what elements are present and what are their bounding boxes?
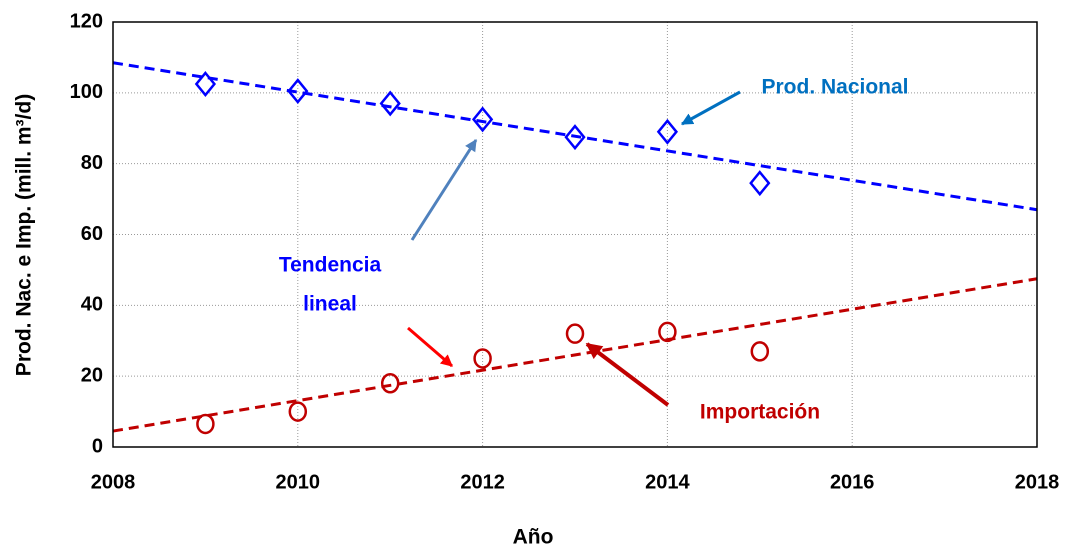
x-tick-label: 2018 [1015,471,1060,493]
point [287,78,309,105]
point [196,413,215,435]
point [750,341,770,362]
arrow [680,90,741,126]
x-tick-label: 2016 [830,471,875,493]
plot-frame [112,21,1038,448]
arrow [410,138,478,241]
x-axis-label: Año [513,526,554,549]
point [288,401,308,422]
arrow [585,342,670,407]
trend-line [112,277,1038,433]
y-axis-label: Prod. Nac. e Imp. (mill. m³/d) [13,94,36,376]
point [473,348,492,369]
annotation: Prod. Nacional [761,76,908,99]
y-tick-label: 40 [81,294,103,316]
point [656,118,679,145]
point [658,321,677,343]
y-tick-label: 0 [92,435,103,457]
y-tick-label: 80 [81,152,103,174]
annotation: Tendencia [279,254,382,277]
annotation: Importación [700,401,820,424]
y-tick-label: 100 [70,81,103,103]
point [194,71,217,97]
y-tick-label: 20 [81,364,103,386]
point [565,323,585,344]
point [471,106,494,133]
annotation: lineal [303,293,357,316]
point [380,373,400,394]
marks [112,61,1038,435]
trend-line [112,61,1038,212]
x-tick-label: 2010 [276,471,321,493]
point [749,170,771,197]
point [379,90,401,117]
y-tick-label: 120 [70,10,103,32]
arrow [407,326,453,368]
point [564,124,586,151]
x-tick-label: 2012 [460,471,505,493]
x-tick-label: 2014 [645,471,690,493]
x-tick-label: 2008 [91,471,136,493]
y-tick-label: 60 [81,223,103,245]
